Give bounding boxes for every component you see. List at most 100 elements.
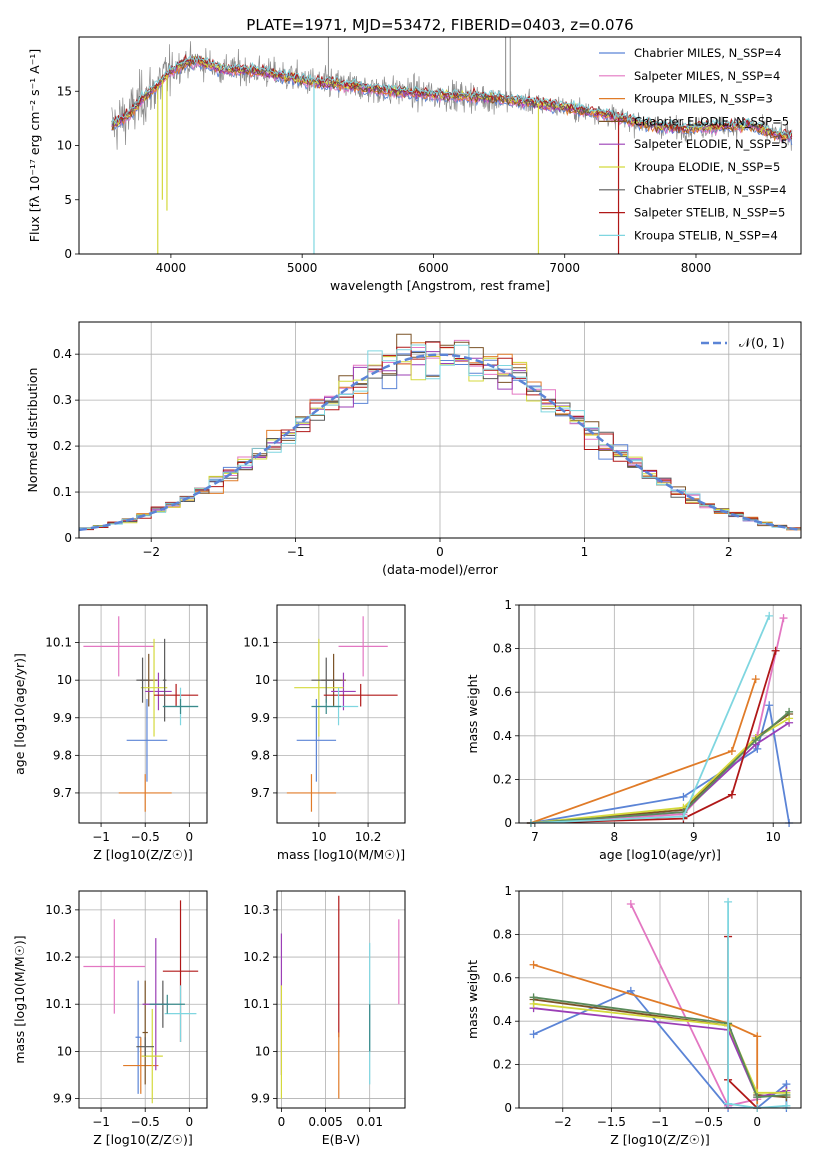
legend-label: Chabrier MILES, N_SSP=4 (634, 46, 781, 60)
x-tick-label: 6000 (418, 261, 449, 275)
gaussian-curve (79, 353, 801, 532)
y-tick-label: 10 (57, 673, 72, 687)
x-tick-label: 5000 (287, 261, 318, 275)
y-tick-label: 10.1 (45, 636, 72, 650)
age-vs-metallicity-panel: −1 −0.5 0 9.7 9.8 9.9 10 10.1 Z [log10(Z/Z☉)] age… (12, 604, 208, 862)
y-tick-label: 9.9 (53, 1092, 72, 1106)
y-tick-label: 0.6 (493, 971, 512, 985)
y-tick-label: 10.1 (243, 636, 270, 650)
x-tick-label: 0 (753, 1115, 761, 1129)
y-tick-label: 0.2 (53, 439, 72, 453)
y-tick-label: 9.7 (251, 786, 270, 800)
y-tick-label: 0.8 (493, 642, 512, 656)
y-tick-label: 0 (504, 1101, 512, 1115)
plus-marker (751, 736, 760, 745)
mass-vs-ebv-panel: 0 0.005 0.01 9.9 10 10.1 10.2 10.3 E(B-V) (243, 890, 406, 1147)
x-axis-label: Z [log10(Z/Z☉)] (93, 1132, 193, 1147)
x-tick-label: −1 (651, 1115, 669, 1129)
x-tick-label: 0.005 (308, 1115, 342, 1129)
plus-marker (529, 1030, 538, 1039)
y-tick-label: 0 (64, 531, 72, 545)
x-tick-label: 4000 (156, 261, 187, 275)
y-tick-label: 10 (57, 139, 72, 153)
y-tick-label: 0.4 (493, 729, 512, 743)
y-tick-label: 0 (504, 816, 512, 830)
legend-label: Kroupa ELODIE, N_SSP=5 (634, 160, 780, 174)
x-tick-label: 0 (278, 1115, 286, 1129)
x-tick-label: −0.5 (131, 830, 160, 844)
legend-label: Kroupa MILES, N_SSP=3 (634, 92, 773, 106)
axes-frame (78, 604, 208, 824)
y-tick-label: 0 (64, 247, 72, 261)
figure-title: PLATE=1971, MJD=53472, FIBERID=0403, z=0… (246, 16, 633, 34)
y-tick-label: 5 (64, 193, 72, 207)
plus-marker (785, 707, 794, 716)
x-tick-label: 0.01 (356, 1115, 383, 1129)
y-tick-label: 10 (255, 1044, 270, 1058)
axes-frame (276, 890, 406, 1109)
axes-frame (518, 604, 802, 824)
spectrum-panel: 4000 5000 6000 7000 8000 0 5 10 15 wavelength [An… (27, 36, 802, 293)
x-axis-label: (data-model)/error (382, 562, 499, 577)
y-tick-label: 9.8 (53, 748, 72, 762)
x-tick-label: 2 (725, 545, 733, 559)
mass-vs-metallicity-panel: −1 −0.5 0 9.9 10 10.1 10.2 10.3 Z [log10(Z/Z☉)] m… (12, 890, 208, 1147)
x-tick-label: 7 (531, 830, 539, 844)
axes-frame (276, 604, 406, 824)
y-axis-label: Normed distribution (25, 368, 40, 493)
x-tick-label: 8000 (681, 261, 712, 275)
plus-marker (771, 646, 780, 655)
y-tick-label: 1 (504, 598, 512, 612)
x-tick-label: −1 (92, 1115, 110, 1129)
plus-marker (727, 790, 736, 799)
x-tick-label: −2 (554, 1115, 572, 1129)
legend-label: Chabrier ELODIE, N_SSP=5 (634, 114, 789, 128)
x-tick-label: 7000 (549, 261, 580, 275)
plus-marker (679, 812, 688, 821)
plus-marker (753, 1093, 762, 1102)
x-tick-label: 10.2 (355, 830, 382, 844)
residuals-panel: −2 −1 0 1 2 0 0.1 0.2 0.3 0.4 (data-model)/error No… (25, 321, 802, 577)
x-axis-label: Z [log10(Z/Z☉)] (93, 847, 193, 862)
legend-label: Chabrier STELIB, N_SSP=4 (634, 183, 786, 197)
y-tick-label: 9.9 (53, 711, 72, 725)
y-tick-label: 10.1 (45, 997, 72, 1011)
model-spectrum-line (111, 55, 793, 140)
y-tick-label: 10.3 (243, 903, 270, 917)
x-tick-label: 9 (690, 830, 698, 844)
axes-frame (78, 890, 208, 1109)
mass-weight-line (530, 717, 790, 823)
y-tick-label: 10.2 (45, 950, 72, 964)
legend-label: Salpeter ELODIE, N_SSP=5 (634, 137, 788, 151)
mass-weight-vs-metallicity-panel: −2 −1.5 −1 −0.5 0 0 0.2 0.4 0.6 0.8 1 Z [log10(Z/Z☉… (465, 884, 802, 1147)
plus-marker (626, 900, 635, 909)
plus-marker (724, 1099, 733, 1108)
legend-label: Salpeter STELIB, N_SSP=5 (634, 206, 785, 220)
y-tick-label: 0.1 (53, 485, 72, 499)
axes-frame (518, 890, 802, 1109)
plus-marker (727, 747, 736, 756)
age-vs-mass-panel: 10 10.2 9.7 9.8 9.9 10 10.1 mass [log10(M/M☉)] (243, 604, 406, 862)
mass-weight-line (533, 1007, 787, 1099)
legend-label: Salpeter MILES, N_SSP=4 (634, 69, 780, 83)
plus-marker (782, 1090, 791, 1099)
mass-weight-line (530, 711, 790, 823)
y-tick-label: 0.4 (493, 1014, 512, 1028)
y-tick-label: 15 (57, 84, 72, 98)
x-tick-label: 0 (436, 545, 444, 559)
legend-label: 𝒩(0, 1) (739, 335, 785, 350)
y-axis-label: mass weight (465, 674, 480, 753)
x-axis-label: wavelength [Angstrom, rest frame] (330, 278, 550, 293)
y-tick-label: 9.7 (53, 786, 72, 800)
residual-histogram (79, 344, 801, 538)
mass-weight-line (530, 713, 790, 823)
plus-marker (751, 675, 760, 684)
x-tick-label: −0.5 (131, 1115, 160, 1129)
y-tick-label: 10.2 (243, 950, 270, 964)
y-tick-label: 9.9 (251, 711, 270, 725)
plus-marker (753, 1032, 762, 1041)
axes-frame (78, 321, 802, 539)
y-tick-label: 0.4 (53, 347, 72, 361)
mass-weight-line (533, 963, 759, 1108)
